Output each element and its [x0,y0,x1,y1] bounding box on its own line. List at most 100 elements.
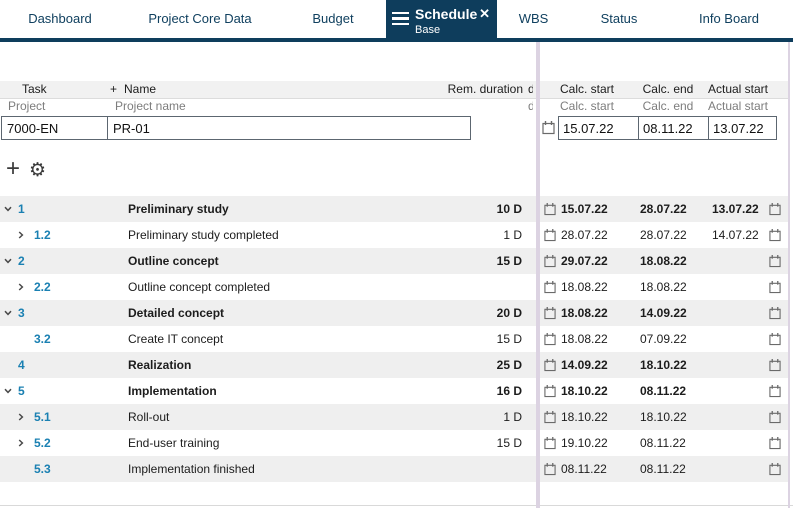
task-name-cell[interactable]: Preliminary study completed [128,228,279,242]
calendar-icon[interactable] [544,202,556,216]
chevron-down-icon[interactable] [3,204,13,214]
hamburger-menu-icon[interactable] [392,12,409,25]
task-name-cell[interactable]: Realization [128,358,192,372]
calc-start-cell[interactable]: 18.08.22 [561,306,608,320]
calendar-icon[interactable] [769,410,781,424]
rem-duration-cell[interactable] [425,274,522,300]
calendar-icon[interactable] [769,202,781,216]
rem-duration-cell[interactable]: 10 D [496,202,522,216]
calc-start-cell[interactable]: 19.10.22 [561,436,608,450]
table-row[interactable]: 1.2 Preliminary study completed 1 D 28.0… [0,222,788,248]
calendar-icon[interactable] [769,228,781,242]
calendar-icon[interactable] [544,384,556,398]
calc-start-cell[interactable]: 08.11.22 [561,462,607,476]
rem-duration-cell[interactable]: 20 D [496,306,522,320]
calendar-icon[interactable] [544,462,556,476]
calendar-icon[interactable] [769,254,781,268]
calendar-icon[interactable] [542,120,555,140]
col-header-name-plus-icon[interactable]: + [110,82,118,96]
calc-end-cell[interactable]: 08.11.22 [640,436,686,450]
table-row[interactable]: 5 Implementation 16 D 18.10.22 08.11.22 [0,378,788,404]
tab-budget[interactable]: Budget [312,11,354,26]
rem-duration-cell[interactable]: 15 D [496,436,522,450]
col-header-calc-end[interactable]: Calc. end [642,82,694,96]
chevron-down-icon[interactable] [3,256,13,266]
calc-end-cell[interactable]: 07.09.22 [640,332,687,346]
chevron-right-icon[interactable] [16,412,26,422]
chevron-right-icon[interactable] [16,282,26,292]
table-row[interactable]: 5.1 Roll-out 1 D 18.10.22 18.10.22 [0,404,788,430]
calc-start-cell[interactable]: 18.10.22 [561,384,608,398]
calendar-icon[interactable] [769,332,781,346]
calc-start-cell[interactable]: 18.08.22 [561,332,608,346]
chevron-right-icon[interactable] [16,230,26,240]
actual-start-cell[interactable]: 13.07.22 [712,202,759,216]
calc-start-cell[interactable]: 29.07.22 [561,254,608,268]
tab-schedule-active[interactable]: Schedule ✕ Base [386,0,497,42]
calc-end-cell[interactable]: 18.08.22 [640,254,687,268]
task-name-cell[interactable]: Outline concept completed [128,280,271,294]
table-row[interactable]: 3.2 Create IT concept 15 D 18.08.22 07.0… [0,326,788,352]
chevron-down-icon[interactable] [3,386,13,396]
table-row[interactable]: 5.2 End-user training 15 D 19.10.22 08.1… [0,430,788,456]
actual-start-cell[interactable]: 14.07.22 [712,228,759,242]
calendar-icon[interactable] [769,358,781,372]
calc-start-cell[interactable]: 15.07.22 [561,202,608,216]
calendar-icon[interactable] [544,280,556,294]
rem-duration-cell[interactable]: 1 D [503,228,522,242]
project-id-input[interactable] [2,117,107,139]
tab-dashboard[interactable]: Dashboard [28,11,92,26]
rem-duration-cell[interactable]: 25 D [496,358,522,372]
calc-start-cell[interactable]: 28.07.22 [561,228,608,242]
calc-start-input[interactable] [559,117,638,139]
calc-end-cell[interactable]: 14.09.22 [640,306,687,320]
calc-start-cell[interactable]: 18.10.22 [561,410,608,424]
close-icon[interactable]: ✕ [479,6,490,21]
rem-duration-cell[interactable]: 15 D [496,254,522,268]
rem-duration-cell[interactable]: 16 D [496,384,522,398]
table-row[interactable]: 5.3 Implementation finished 08.11.22 08.… [0,456,788,482]
calendar-icon[interactable] [769,306,781,320]
calendar-icon[interactable] [544,228,556,242]
col-header-name[interactable]: Name [124,82,157,96]
tab-wbs[interactable]: WBS [518,11,549,26]
calc-end-cell[interactable]: 28.07.22 [640,202,687,216]
calendar-icon[interactable] [544,410,556,424]
calc-end-cell[interactable]: 18.08.22 [640,280,687,294]
calc-start-cell[interactable]: 14.09.22 [561,358,608,372]
right-pane-splitter[interactable] [788,42,790,508]
rem-duration-cell[interactable]: 15 D [496,332,522,346]
tab-status[interactable]: Status [600,11,638,26]
task-name-cell[interactable]: End-user training [128,436,220,450]
calendar-icon[interactable] [769,462,781,476]
task-name-cell[interactable]: Create IT concept [128,332,224,346]
col-header-task[interactable]: Task [22,82,47,96]
task-name-cell[interactable]: Roll-out [128,410,170,424]
gear-icon[interactable]: ⚙ [29,159,47,181]
task-name-cell[interactable]: Implementation finished [128,462,255,476]
calc-end-cell[interactable]: 18.10.22 [640,410,687,424]
calendar-icon[interactable] [769,436,781,450]
project-name-input[interactable] [107,117,470,139]
calendar-icon[interactable] [544,332,556,346]
tab-info-board[interactable]: Info Board [699,11,759,26]
table-row[interactable]: 1 Preliminary study 10 D 15.07.22 28.07.… [0,196,788,222]
task-name-cell[interactable]: Implementation [128,384,217,398]
chevron-right-icon[interactable] [16,438,26,448]
col-header-rem-duration[interactable]: Rem. duration [447,82,523,96]
calendar-icon[interactable] [544,306,556,320]
rem-duration-cell[interactable]: 1 D [503,410,522,424]
col-header-calc-start[interactable]: Calc. start [559,82,614,96]
task-name-cell[interactable]: Outline concept [128,254,219,268]
task-name-cell[interactable]: Detailed concept [128,306,225,320]
calendar-icon[interactable] [769,280,781,294]
task-name-cell[interactable]: Preliminary study [128,202,229,216]
actual-start-input[interactable] [709,117,776,139]
calendar-icon[interactable] [769,384,781,398]
calendar-icon[interactable] [544,436,556,450]
tab-project-core-data[interactable]: Project Core Data [148,11,252,26]
calendar-icon[interactable] [544,358,556,372]
calc-end-input[interactable] [639,117,708,139]
table-row[interactable]: 3 Detailed concept 20 D 18.08.22 14.09.2… [0,300,788,326]
calc-end-cell[interactable]: 18.10.22 [640,358,687,372]
